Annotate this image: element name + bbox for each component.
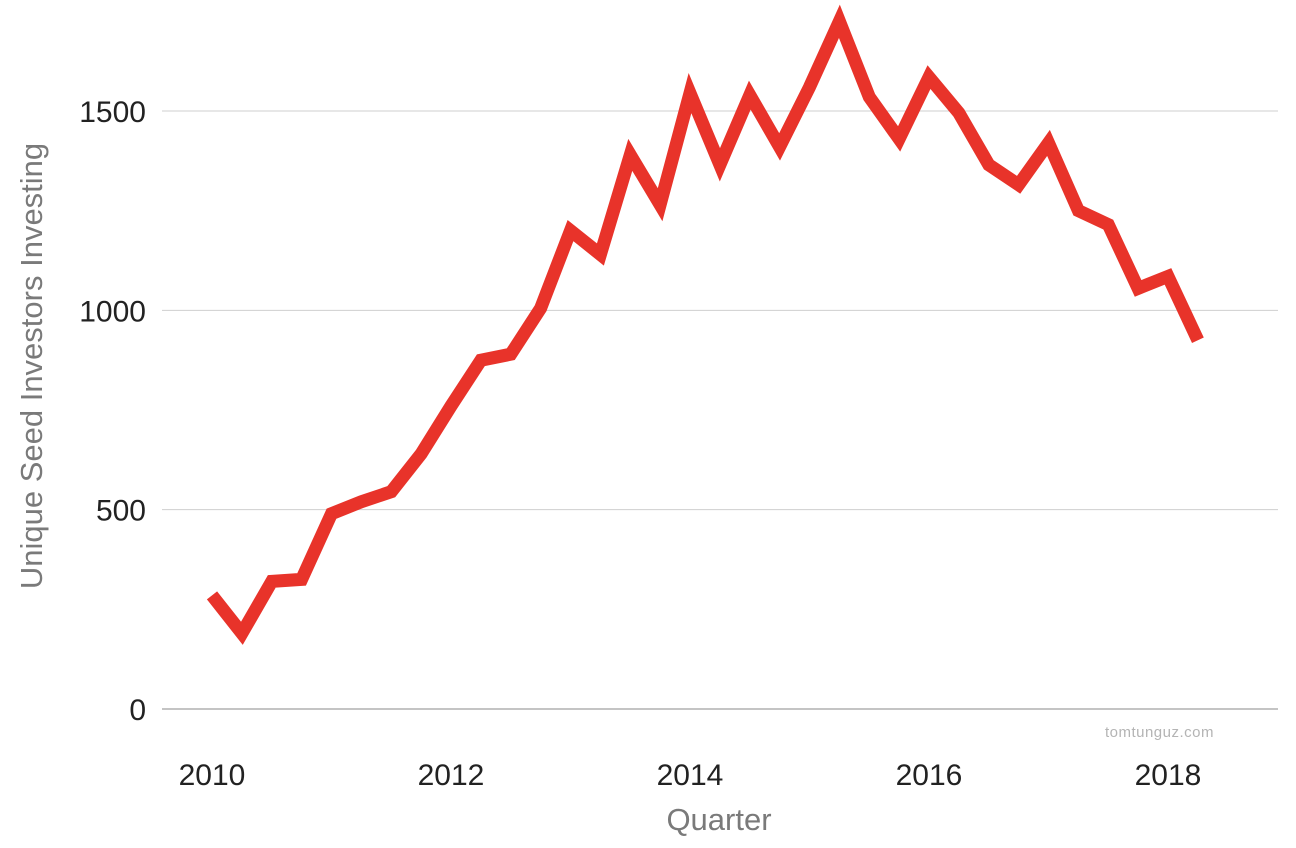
- data-point: [299, 576, 305, 582]
- data-point: [568, 228, 574, 234]
- data-point: [986, 162, 992, 168]
- series-line-0: [206, 4, 1204, 645]
- data-point: [1105, 222, 1111, 228]
- x-tick-label-2016: 2016: [896, 759, 963, 792]
- x-tick-label-2010: 2010: [179, 759, 246, 792]
- x-tick-label-2014: 2014: [657, 759, 724, 792]
- data-point: [687, 90, 693, 96]
- data-point: [388, 489, 394, 495]
- data-point: [1135, 285, 1141, 291]
- data-point: [807, 84, 813, 90]
- data-point: [329, 511, 335, 517]
- data-point: [747, 92, 753, 98]
- data-point: [1075, 208, 1081, 214]
- y-tick-label-1500: 1500: [79, 96, 146, 129]
- x-axis-ticks: 2010 2012 2014 2016 2018: [179, 759, 1202, 792]
- data-point: [896, 136, 902, 142]
- data-point: [209, 592, 215, 598]
- data-point: [866, 94, 872, 100]
- data-point: [1165, 273, 1171, 279]
- data-point: [478, 357, 484, 363]
- data-point: [717, 162, 723, 168]
- data-point: [657, 202, 663, 208]
- gridlines: [162, 110, 1278, 710]
- data-point: [448, 403, 454, 409]
- data-point: [508, 351, 514, 357]
- y-axis-ticks: 0 500 1000 1500: [79, 96, 146, 727]
- data-point: [926, 74, 932, 80]
- y-tick-label-0: 0: [129, 694, 146, 727]
- y-axis-title: Unique Seed Investors Investing: [14, 143, 49, 589]
- data-point: [269, 578, 275, 584]
- data-point: [239, 630, 245, 636]
- data-point: [627, 152, 633, 158]
- data-point: [777, 144, 783, 150]
- watermark-text: tomtunguz.com: [1105, 724, 1214, 741]
- data-point: [1195, 337, 1201, 343]
- data-point: [1046, 140, 1052, 146]
- data-point: [418, 451, 424, 457]
- series-group: [206, 4, 1204, 645]
- data-point: [1016, 182, 1022, 188]
- y-tick-label-500: 500: [96, 495, 146, 528]
- x-tick-label-2012: 2012: [418, 759, 485, 792]
- y-tick-label-1000: 1000: [79, 295, 146, 328]
- x-axis-title: Quarter: [666, 802, 771, 837]
- x-tick-label-2018: 2018: [1135, 759, 1202, 792]
- data-point: [836, 18, 842, 24]
- data-point: [538, 305, 544, 311]
- data-point: [597, 252, 603, 258]
- data-point: [956, 110, 962, 116]
- data-point: [358, 499, 364, 505]
